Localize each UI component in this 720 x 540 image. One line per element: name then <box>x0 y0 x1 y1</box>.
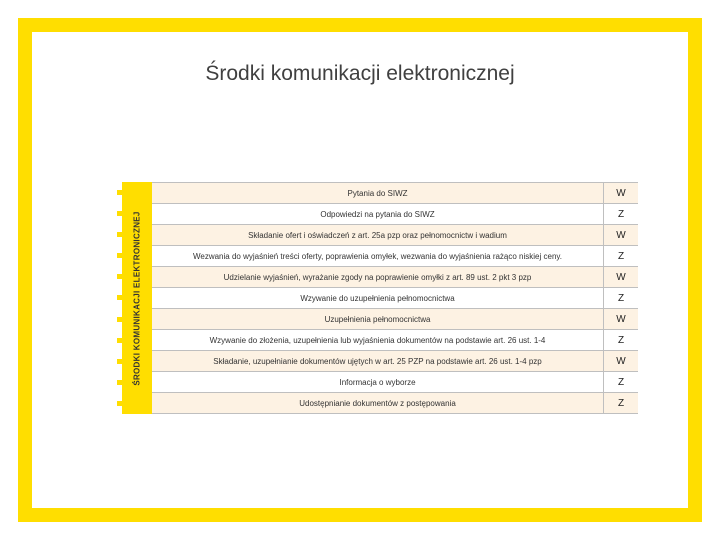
table-row: Wzywanie do złożenia, uzupełnienia lub w… <box>152 330 638 351</box>
row-text: Informacja o wyborze <box>152 372 604 392</box>
row-text: Składanie, uzupełnianie dokumentów ujęty… <box>152 351 604 371</box>
slide-frame: Środki komunikacji elektronicznej ŚRODKI… <box>18 18 702 522</box>
row-text: Wzywanie do złożenia, uzupełnienia lub w… <box>152 330 604 350</box>
row-mark: Z <box>604 330 638 350</box>
table-row: Składanie, uzupełnianie dokumentów ujęty… <box>152 351 638 372</box>
sidebar-label-box: ŚRODKI KOMUNIKACJI ELEKTRONICZNEJ <box>122 182 152 414</box>
table-row: Wezwania do wyjaśnień treści oferty, pop… <box>152 246 638 267</box>
row-text: Wezwania do wyjaśnień treści oferty, pop… <box>152 246 604 266</box>
row-text: Odpowiedzi na pytania do SIWZ <box>152 204 604 224</box>
page-title: Środki komunikacji elektronicznej <box>32 62 688 86</box>
table-row: Udzielanie wyjaśnień, wyrażanie zgody na… <box>152 267 638 288</box>
row-mark: W <box>604 351 638 371</box>
row-mark: W <box>604 225 638 245</box>
row-text: Wzywanie do uzupełnienia pełnomocnictwa <box>152 288 604 308</box>
table-row: Uzupełnienia pełnomocnictwaW <box>152 309 638 330</box>
table-row: Udostępnianie dokumentów z postępowaniaZ <box>152 393 638 414</box>
table-row: Pytania do SIWZW <box>152 182 638 204</box>
sidebar-notches <box>117 182 122 414</box>
row-mark: Z <box>604 204 638 224</box>
row-mark: Z <box>604 246 638 266</box>
row-mark: Z <box>604 288 638 308</box>
row-mark: Z <box>604 372 638 392</box>
row-mark: W <box>604 183 638 203</box>
row-text: Pytania do SIWZ <box>152 183 604 203</box>
row-mark: Z <box>604 393 638 413</box>
content-area: ŚRODKI KOMUNIKACJI ELEKTRONICZNEJ Pytani… <box>122 182 638 414</box>
table-row: Składanie ofert i oświadczeń z art. 25a … <box>152 225 638 246</box>
table-row: Odpowiedzi na pytania do SIWZZ <box>152 204 638 225</box>
row-text: Składanie ofert i oświadczeń z art. 25a … <box>152 225 604 245</box>
communication-table: Pytania do SIWZWOdpowiedzi na pytania do… <box>152 182 638 414</box>
row-mark: W <box>604 267 638 287</box>
row-mark: W <box>604 309 638 329</box>
row-text: Udostępnianie dokumentów z postępowania <box>152 393 604 413</box>
table-row: Wzywanie do uzupełnienia pełnomocnictwaZ <box>152 288 638 309</box>
table-row: Informacja o wyborzeZ <box>152 372 638 393</box>
sidebar-label-text: ŚRODKI KOMUNIKACJI ELEKTRONICZNEJ <box>133 211 142 385</box>
row-text: Uzupełnienia pełnomocnictwa <box>152 309 604 329</box>
row-text: Udzielanie wyjaśnień, wyrażanie zgody na… <box>152 267 604 287</box>
